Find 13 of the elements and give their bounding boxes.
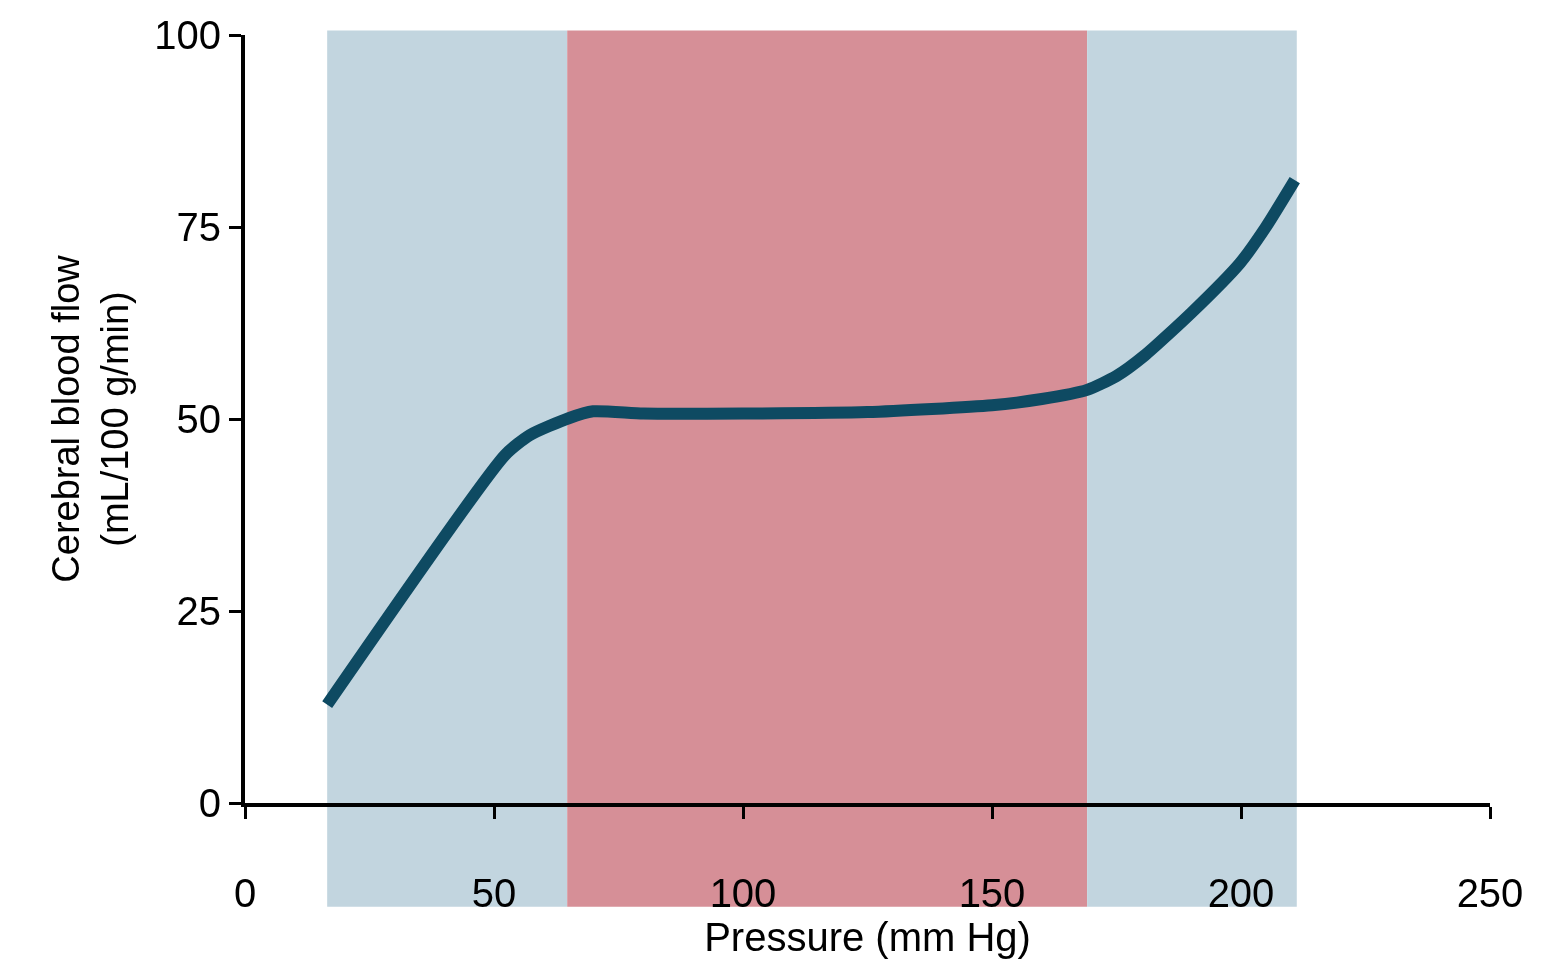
x-axis-title: Pressure (mm Hg)	[704, 915, 1031, 959]
y-tick-label: 50	[176, 397, 221, 441]
y-tick-label: 25	[176, 589, 221, 633]
x-tick-label: 250	[1456, 871, 1524, 915]
y-axis-title: Cerebral blood flow (mL/100 g/min)	[44, 254, 136, 583]
y-tick-label: 0	[198, 781, 221, 825]
x-tick-label: 50	[471, 871, 517, 915]
y-tick-label: 75	[176, 205, 221, 249]
x-tick-label: 100	[709, 871, 777, 915]
x-tick-label: 150	[958, 871, 1026, 915]
x-tick-label: 200	[1207, 871, 1275, 915]
x-tick-label: 0	[233, 871, 257, 915]
y-tick-label: 100	[154, 13, 221, 57]
